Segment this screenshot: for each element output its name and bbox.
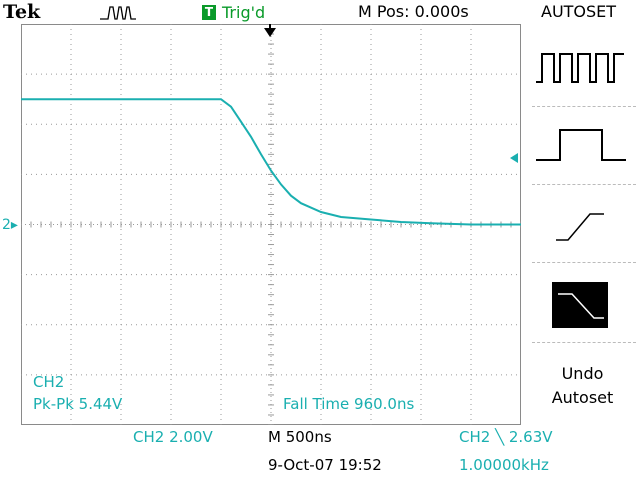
autoset-menu — [528, 24, 640, 434]
ch2-scale-readout: CH2 2.00V — [133, 428, 213, 446]
trigger-badge: T — [202, 4, 216, 20]
pk-pk-measurement: Pk-Pk 5.44V — [33, 395, 123, 413]
menu-option-multi-cycle[interactable] — [528, 44, 640, 104]
trigger-status-label: Trig'd — [222, 2, 266, 22]
undo-label: Undo — [561, 364, 604, 383]
trigger-status: T Trig'd — [202, 2, 266, 22]
autoset-label: Autoset — [551, 388, 614, 407]
falling-edge-icon — [552, 282, 608, 328]
graticule-grid — [21, 24, 521, 425]
pulse-waveform-icon — [100, 6, 136, 20]
ch2-trace — [21, 98, 521, 226]
date-time-readout: 9-Oct-07 19:52 — [268, 456, 382, 474]
single-cycle-pulse-icon — [536, 129, 626, 161]
trigger-level-readout: CH2 ╲ 2.63V — [459, 428, 553, 446]
undo-autoset-button[interactable]: Undo Autoset — [530, 362, 635, 410]
brand-logo: Tek — [3, 1, 41, 23]
multi-cycle-square-wave-icon — [536, 53, 624, 83]
trigger-level-marker — [510, 153, 518, 163]
horizontal-position-readout: M Pos: 0.000s — [358, 2, 469, 21]
trigger-position-marker — [264, 28, 276, 37]
menu-option-rising-edge[interactable] — [528, 200, 640, 260]
fall-time-measurement: Fall Time 960.0ns — [283, 395, 415, 413]
timebase-readout: M 500ns — [268, 428, 332, 446]
menu-option-falling-edge[interactable] — [528, 280, 640, 340]
ch2-ground-marker: 2▸ — [2, 217, 18, 233]
measurement-channel: CH2 — [33, 373, 65, 391]
rising-edge-icon — [556, 213, 604, 241]
frequency-readout: 1.00000kHz — [459, 456, 549, 474]
waveform-display — [21, 24, 521, 425]
menu-title: AUTOSET — [541, 2, 617, 21]
menu-option-single-cycle[interactable] — [528, 122, 640, 182]
